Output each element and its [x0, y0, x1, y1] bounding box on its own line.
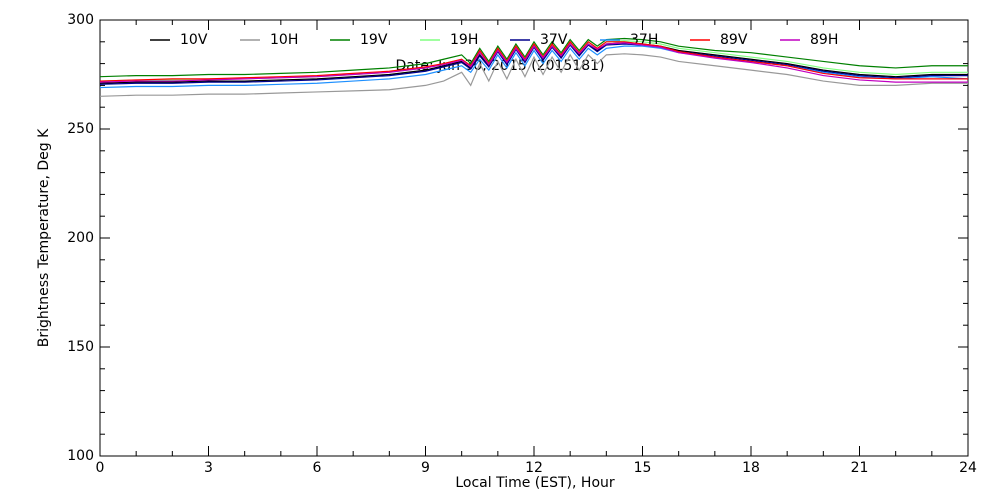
series-line — [99, 53, 968, 97]
y-tick-label: 100 — [67, 448, 94, 464]
x-tick-label: 18 — [742, 460, 760, 476]
series-line — [99, 40, 968, 82]
x-tick-label: 12 — [525, 460, 543, 476]
y-tick-label: 150 — [67, 339, 94, 355]
x-tick-label: 15 — [634, 460, 652, 476]
x-tick-label: 21 — [851, 460, 869, 476]
x-tick-label: 24 — [959, 460, 977, 476]
x-tick-label: 3 — [204, 460, 213, 476]
legend-label: 89V — [720, 32, 748, 48]
y-tick-label: 300 — [67, 12, 94, 28]
x-tick-label: 0 — [96, 460, 105, 476]
legend-label: 89H — [810, 32, 838, 48]
x-tick-label: 6 — [313, 460, 322, 476]
legend-label: 10H — [270, 32, 298, 48]
legend-label: 10V — [180, 32, 208, 48]
y-axis-title: Brightness Temperature, Deg K — [36, 128, 52, 347]
legend-label: 19H — [450, 32, 478, 48]
x-axis-title: Local Time (EST), Hour — [455, 475, 615, 491]
legend-label: 37V — [540, 32, 568, 48]
series-line — [99, 43, 968, 85]
y-tick-label: 200 — [67, 230, 94, 246]
y-tick-label: 250 — [67, 121, 94, 137]
x-tick-label: 9 — [421, 460, 430, 476]
legend-label: 19V — [360, 32, 388, 48]
series-line — [99, 37, 968, 78]
series-line — [99, 42, 968, 83]
